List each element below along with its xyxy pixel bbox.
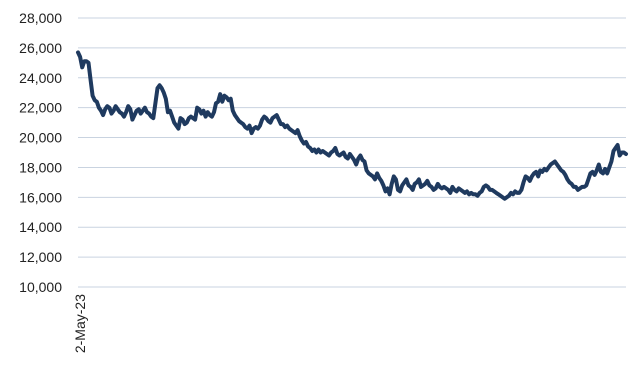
y-tick-label: 26,000 xyxy=(19,40,62,56)
y-tick-label: 28,000 xyxy=(19,10,62,26)
x-axis: 2-May-23 xyxy=(72,294,88,353)
y-tick-label: 14,000 xyxy=(19,219,62,235)
y-axis: 10,000 12,000 14,000 16,000 18,000 20,000 22,0… xyxy=(19,10,62,295)
y-tick-label: 20,000 xyxy=(19,130,62,146)
y-tick-label: 12,000 xyxy=(19,249,62,265)
y-tick-label: 22,000 xyxy=(19,100,62,116)
y-tick-label: 10,000 xyxy=(19,279,62,295)
gridlines xyxy=(78,17,626,288)
y-tick-label: 18,000 xyxy=(19,159,62,175)
x-tick-label: 2-May-23 xyxy=(72,294,88,353)
series-line xyxy=(76,50,628,201)
y-tick-label: 24,000 xyxy=(19,70,62,86)
y-tick-label: 16,000 xyxy=(19,189,62,205)
